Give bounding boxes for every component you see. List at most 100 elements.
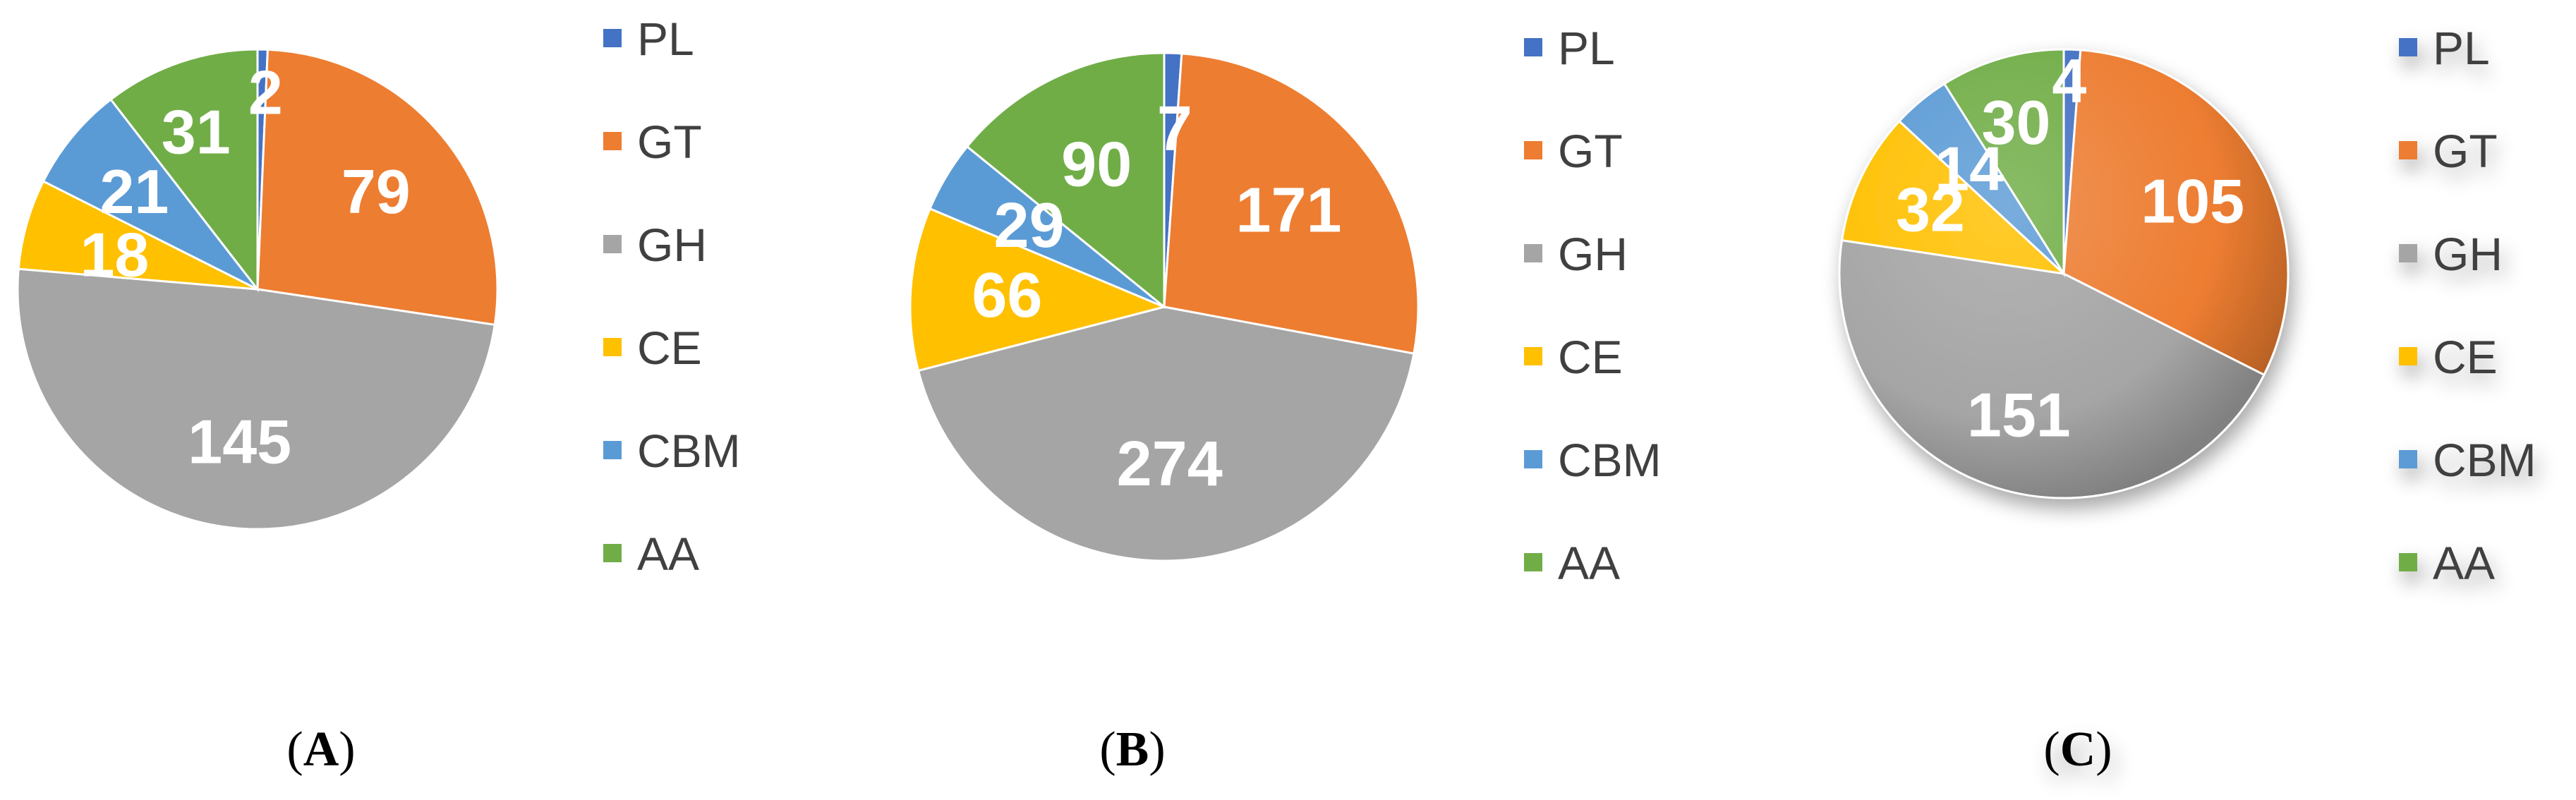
data-label-pl: 2 bbox=[248, 58, 283, 128]
data-label-gh: 274 bbox=[1117, 429, 1223, 499]
pie-slices bbox=[909, 51, 1420, 562]
legend-item-aa: AA bbox=[603, 528, 699, 580]
data-label-pl: 4 bbox=[2052, 46, 2086, 116]
legend-swatch-gh bbox=[1524, 244, 1542, 262]
legend: PL GT GH CE CBM AA bbox=[2399, 22, 2536, 589]
pie-slice-ce bbox=[17, 179, 258, 291]
data-label-aa: 31 bbox=[162, 97, 231, 167]
legend-swatch-pl bbox=[1524, 38, 1542, 56]
legend-item-aa: AA bbox=[1524, 537, 1620, 589]
panel-label: (B) bbox=[1099, 722, 1165, 777]
legend-label-gh: GH bbox=[637, 219, 707, 271]
legend-item-aa: AA bbox=[2399, 537, 2495, 589]
legend-item-cbm: CBM bbox=[1524, 434, 1662, 486]
legend-label-ce: CE bbox=[2433, 331, 2498, 383]
legend-label-aa: AA bbox=[2433, 537, 2495, 589]
legend-label-cbm: CBM bbox=[637, 425, 741, 477]
legend-item-gt: GT bbox=[2399, 125, 2498, 177]
panel-label: (A) bbox=[286, 722, 355, 777]
data-label-gt: 171 bbox=[1235, 175, 1341, 246]
legend-item-gh: GH bbox=[2399, 228, 2503, 280]
pie-slice-aa bbox=[965, 51, 1166, 310]
legend-item-gh: GH bbox=[1524, 228, 1628, 280]
legend-label-gh: GH bbox=[1558, 228, 1628, 280]
pie-slice-aa bbox=[1942, 48, 2065, 278]
legend-swatch-gt bbox=[1524, 141, 1542, 159]
legend-label-pl: PL bbox=[637, 13, 694, 65]
legend: PL GT GH CE CBM AA bbox=[603, 13, 741, 580]
legend-swatch-gt bbox=[603, 132, 622, 150]
pie-slice-ce bbox=[909, 207, 1168, 372]
panel-label: (C) bbox=[2043, 722, 2112, 777]
legend-label-aa: AA bbox=[1558, 537, 1620, 589]
legend-item-pl: PL bbox=[2399, 22, 2490, 74]
pie-slice-ce bbox=[1840, 119, 2067, 276]
pie-slices bbox=[1838, 48, 2290, 499]
legend-item-pl: PL bbox=[1524, 22, 1615, 74]
data-label-aa: 90 bbox=[1061, 129, 1132, 200]
data-label-gh: 145 bbox=[188, 407, 291, 477]
legend-item-pl: PL bbox=[603, 13, 694, 65]
legend-label-ce: CE bbox=[637, 322, 702, 374]
data-label-cbm: 21 bbox=[99, 157, 169, 226]
legend-swatch-pl bbox=[2399, 38, 2417, 56]
legend-item-cbm: CBM bbox=[2399, 434, 2536, 486]
legend-item-ce: CE bbox=[603, 322, 702, 374]
data-label-cbm: 14 bbox=[1935, 134, 2004, 204]
legend: PL GT GH CE CBM AA bbox=[1524, 22, 1662, 589]
legend-label-pl: PL bbox=[1558, 22, 1615, 74]
legend-item-ce: CE bbox=[2399, 331, 2498, 383]
legend-swatch-aa bbox=[2399, 553, 2417, 571]
legend-item-gh: GH bbox=[603, 219, 707, 271]
data-label-gt: 105 bbox=[2141, 166, 2244, 236]
legend-label-aa: AA bbox=[637, 528, 699, 580]
legend-label-gh: GH bbox=[2433, 228, 2503, 280]
pie-slice-gt bbox=[256, 48, 499, 327]
data-label-ce: 66 bbox=[972, 260, 1042, 331]
legend-item-ce: CE bbox=[1524, 331, 1623, 383]
legend-swatch-ce bbox=[1524, 347, 1542, 365]
data-label-ce: 32 bbox=[1896, 174, 1965, 244]
pie-slices bbox=[16, 48, 499, 531]
legend-item-cbm: CBM bbox=[603, 425, 741, 477]
legend-swatch-pl bbox=[603, 29, 622, 47]
legend-swatch-gh bbox=[2399, 244, 2417, 262]
data-label-gt: 79 bbox=[341, 157, 411, 226]
data-label-aa: 30 bbox=[1981, 87, 2050, 157]
pie-slice-cbm bbox=[42, 97, 259, 291]
data-label-ce: 18 bbox=[80, 219, 149, 289]
legend-item-gt: GT bbox=[1524, 125, 1623, 177]
legend-swatch-gh bbox=[603, 235, 622, 253]
legend-swatch-ce bbox=[2399, 347, 2417, 365]
legend-label-cbm: CBM bbox=[1558, 434, 1662, 486]
legend-swatch-aa bbox=[1524, 553, 1542, 571]
legend-label-ce: CE bbox=[1558, 331, 1623, 383]
legend-label-gt: GT bbox=[1558, 125, 1623, 177]
legend-item-gt: GT bbox=[603, 116, 702, 168]
pie-slice-gt bbox=[2062, 49, 2290, 377]
legend-swatch-cbm bbox=[2399, 450, 2417, 468]
legend-label-gt: GT bbox=[2433, 125, 2498, 177]
legend-label-pl: PL bbox=[2433, 22, 2490, 74]
data-label-pl: 7 bbox=[1157, 94, 1192, 164]
pie-slice-gh bbox=[917, 305, 1415, 562]
legend-swatch-aa bbox=[603, 544, 622, 562]
legend-swatch-ce bbox=[603, 338, 622, 356]
data-label-gh: 151 bbox=[1967, 380, 2071, 450]
pie-slice-gh bbox=[1838, 238, 2266, 499]
legend-swatch-cbm bbox=[1524, 450, 1542, 468]
pie-slice-gt bbox=[1163, 52, 1420, 355]
legend-swatch-cbm bbox=[603, 441, 622, 459]
legend-label-gt: GT bbox=[637, 116, 702, 168]
pie-slice-gh bbox=[16, 267, 496, 531]
data-label-cbm: 29 bbox=[994, 190, 1065, 261]
legend-label-cbm: CBM bbox=[2433, 434, 2536, 486]
pie-slice-aa bbox=[109, 48, 259, 293]
